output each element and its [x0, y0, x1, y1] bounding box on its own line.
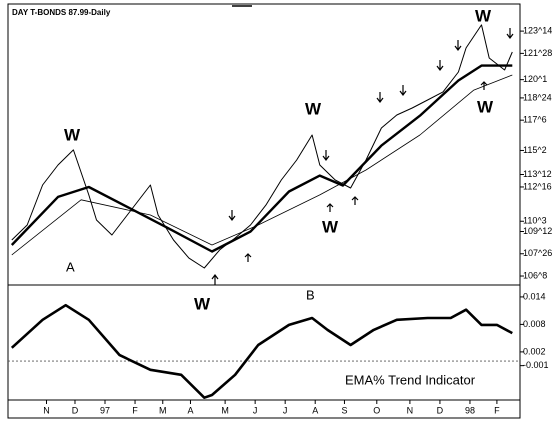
y-tick-label: 0.008 — [523, 319, 546, 329]
y-tick-label: 0.014 — [523, 291, 546, 301]
annotation: W — [64, 125, 81, 144]
y-tick-label: 115^2 — [523, 145, 547, 155]
y-tick-label: 121^28 — [523, 48, 552, 58]
annotation: A — [66, 259, 75, 274]
x-tick-label: A — [312, 405, 318, 415]
y-tick-label: 109^12 — [523, 226, 552, 236]
y-tick-label: 106^8 — [523, 270, 547, 280]
y-tick-label: -0.001 — [523, 360, 549, 370]
signal-arrows — [211, 28, 514, 285]
annotation: W — [477, 97, 494, 116]
annotation: W — [475, 6, 492, 25]
x-tick-label: F — [494, 405, 500, 415]
x-tick-label: A — [187, 405, 193, 415]
x-tick-label: D — [437, 405, 444, 415]
x-tick-label: M — [221, 405, 229, 415]
annotation: W — [194, 294, 211, 313]
x-tick-label: J — [283, 405, 288, 415]
y-tick-label: 123^14 — [523, 25, 552, 35]
series-line — [11, 74, 513, 256]
y-tick-label: 107^26 — [523, 248, 552, 258]
y-tick-label: 0.002 — [523, 346, 546, 356]
annotation: B — [306, 287, 315, 302]
chart-title: DAY T-BONDS 87.99-Daily — [12, 8, 111, 17]
series-line — [10, 303, 513, 399]
x-tick-label: M — [159, 405, 167, 415]
series-line — [11, 24, 513, 269]
y-tick-label: 110^3 — [523, 216, 547, 226]
x-tick-label: D — [72, 405, 79, 415]
y-tick-label: 118^24 — [523, 92, 552, 102]
x-tick-label: O — [373, 405, 380, 415]
x-tick-label: 98 — [465, 405, 475, 415]
x-tick-label: S — [341, 405, 347, 415]
annotation: W — [322, 217, 339, 236]
x-tick-label: 97 — [100, 405, 110, 415]
y-tick-label: 112^16 — [523, 181, 552, 191]
y-tick-label: 113^12 — [523, 169, 552, 179]
panel-title: EMA% Trend Indicator — [345, 372, 476, 387]
annotation: W — [305, 99, 322, 118]
x-tick-label: N — [43, 405, 50, 415]
series-line — [10, 64, 513, 253]
x-tick-label: N — [407, 405, 414, 415]
x-tick-label: F — [132, 405, 138, 415]
x-tick-label: J — [253, 405, 258, 415]
x-axis-frame — [7, 399, 521, 419]
y-tick-label: 117^6 — [523, 115, 547, 125]
y-tick-label: 120^1 — [523, 74, 547, 84]
